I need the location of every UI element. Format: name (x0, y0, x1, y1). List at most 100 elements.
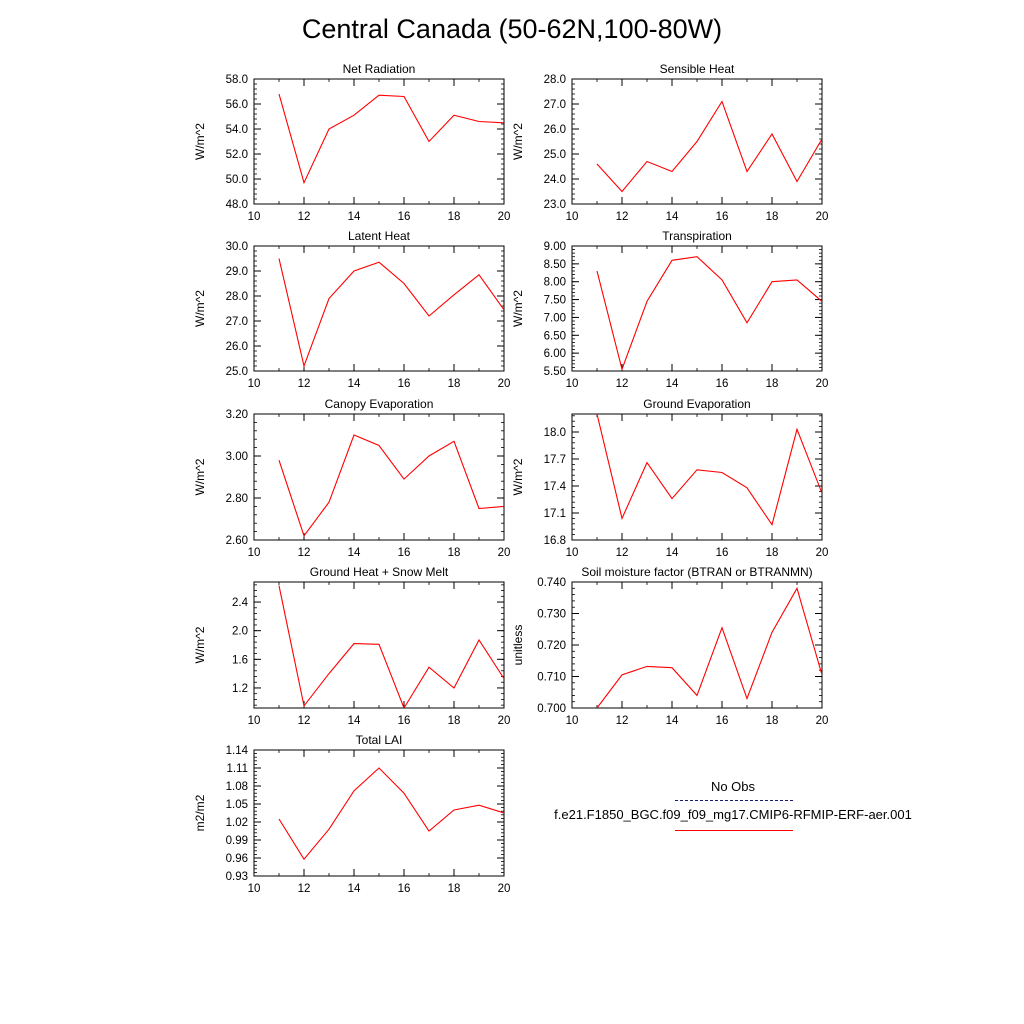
x-tick-label: 14 (348, 211, 361, 223)
y-axis-label: W/m^2 (193, 290, 207, 327)
y-tick-label: 8.50 (544, 259, 566, 271)
x-tick-label: 18 (448, 547, 461, 559)
y-tick-label: 0.99 (226, 835, 248, 847)
y-tick-label: 2.80 (226, 493, 248, 505)
y-tick-label: 0.700 (537, 703, 566, 715)
y-tick-label: 9.00 (544, 241, 566, 253)
chart-panel-1: 10 12 14 16 18 20 23.0 24.0 25.0 26.0 27.0 28.0 Sens… (511, 62, 828, 223)
x-tick-label: 12 (298, 211, 311, 223)
y-tick-label: 25.0 (226, 366, 248, 378)
x-tick-label: 12 (616, 378, 629, 390)
chart-panel-3: 10 12 14 16 18 20 5.50 6.00 6.50 7.00 7.50 8.00 8.50… (511, 229, 828, 390)
series-line (278, 258, 504, 368)
y-tick-label: 56.0 (226, 99, 248, 111)
y-tick-label: 2.0 (232, 626, 248, 638)
panel-title: Sensible Heat (660, 62, 735, 76)
x-tick-label: 16 (398, 715, 411, 727)
y-tick-label: 18.0 (544, 427, 566, 439)
y-tick-label: 1.2 (232, 683, 248, 695)
y-tick-label: 23.0 (544, 199, 566, 211)
y-tick-label: 27.0 (544, 99, 566, 111)
series-line (596, 414, 822, 527)
x-tick-label: 14 (348, 715, 361, 727)
y-tick-label: 7.00 (544, 312, 566, 324)
y-tick-label: 52.0 (226, 149, 248, 161)
y-tick-label: 3.20 (226, 409, 248, 421)
series-line (596, 100, 822, 193)
x-tick-label: 14 (348, 547, 361, 559)
y-axis-label: W/m^2 (193, 626, 207, 663)
y-tick-label: 2.4 (232, 597, 249, 609)
series-line (278, 434, 504, 537)
y-axis-label: m2/m2 (193, 794, 207, 831)
x-tick-label: 14 (666, 547, 679, 559)
panel-title: Ground Heat + Snow Melt (310, 565, 449, 579)
panel-title: Soil moisture factor (BTRAN or BTRANMN) (581, 565, 812, 579)
y-axis-label: unitless (511, 625, 525, 666)
y-tick-label: 17.1 (544, 508, 566, 520)
y-tick-label: 1.14 (226, 745, 249, 757)
x-tick-label: 18 (448, 715, 461, 727)
x-tick-label: 14 (348, 883, 361, 895)
x-tick-label: 14 (666, 378, 679, 390)
panel-title: Canopy Evaporation (325, 397, 434, 411)
panel-title: Ground Evaporation (643, 397, 750, 411)
x-tick-label: 10 (248, 883, 261, 895)
x-tick-label: 10 (248, 547, 261, 559)
y-tick-label: 58.0 (226, 74, 248, 86)
x-tick-label: 20 (816, 547, 829, 559)
y-tick-label: 16.8 (544, 535, 566, 547)
x-tick-label: 12 (616, 547, 629, 559)
series-line (278, 93, 504, 185)
x-tick-label: 14 (666, 211, 679, 223)
x-tick-label: 16 (716, 715, 729, 727)
y-tick-label: 6.50 (544, 330, 566, 342)
x-tick-label: 18 (766, 547, 779, 559)
y-tick-label: 3.00 (226, 451, 248, 463)
y-tick-label: 1.6 (232, 654, 248, 666)
y-tick-label: 0.96 (226, 853, 248, 865)
y-tick-label: 26.0 (544, 124, 566, 136)
y-tick-label: 0.730 (537, 609, 566, 621)
series-line (596, 256, 822, 371)
x-tick-label: 18 (766, 715, 779, 727)
y-tick-label: 28.0 (226, 291, 248, 303)
x-tick-label: 20 (816, 211, 829, 223)
y-axis-label: W/m^2 (193, 123, 207, 160)
x-tick-label: 12 (616, 715, 629, 727)
y-tick-label: 0.720 (537, 640, 566, 652)
legend-obs-line (675, 800, 793, 801)
y-tick-label: 50.0 (226, 174, 248, 186)
x-tick-label: 10 (566, 715, 579, 727)
y-tick-label: 0.710 (537, 672, 566, 684)
y-tick-label: 1.11 (226, 763, 248, 775)
y-tick-label: 6.00 (544, 348, 566, 360)
x-tick-label: 20 (816, 715, 829, 727)
x-tick-label: 18 (766, 378, 779, 390)
panel-title: Transpiration (662, 229, 732, 243)
y-tick-label: 27.0 (226, 316, 248, 328)
y-tick-label: 25.0 (544, 149, 566, 161)
x-tick-label: 16 (398, 883, 411, 895)
x-tick-label: 10 (248, 715, 261, 727)
y-tick-label: 24.0 (544, 174, 566, 186)
x-tick-label: 10 (566, 547, 579, 559)
chart-panel-4: 10 12 14 16 18 20 2.60 2.80 3.00 3.20 Canopy Evapo… (193, 397, 510, 559)
plot-frame (253, 749, 505, 877)
x-tick-label: 18 (448, 883, 461, 895)
x-tick-label: 16 (398, 378, 411, 390)
x-tick-label: 20 (498, 547, 511, 559)
legend-obs-label: No Obs (710, 779, 756, 794)
chart-panel-5: 10 12 14 16 18 20 16.8 17.1 17.4 17.7 18.0 Ground E… (511, 397, 828, 559)
x-tick-label: 20 (498, 211, 511, 223)
y-tick-label: 17.4 (544, 481, 567, 493)
series-line (278, 767, 504, 861)
x-tick-label: 18 (448, 211, 461, 223)
x-tick-label: 20 (498, 715, 511, 727)
x-tick-label: 18 (448, 378, 461, 390)
series-line (278, 585, 504, 708)
chart-panel-2: 10 12 14 16 18 20 25.0 26.0 27.0 28.0 29.0 30.0 Late… (193, 229, 510, 390)
y-tick-label: 54.0 (226, 124, 248, 136)
legend-model-line (675, 830, 793, 831)
